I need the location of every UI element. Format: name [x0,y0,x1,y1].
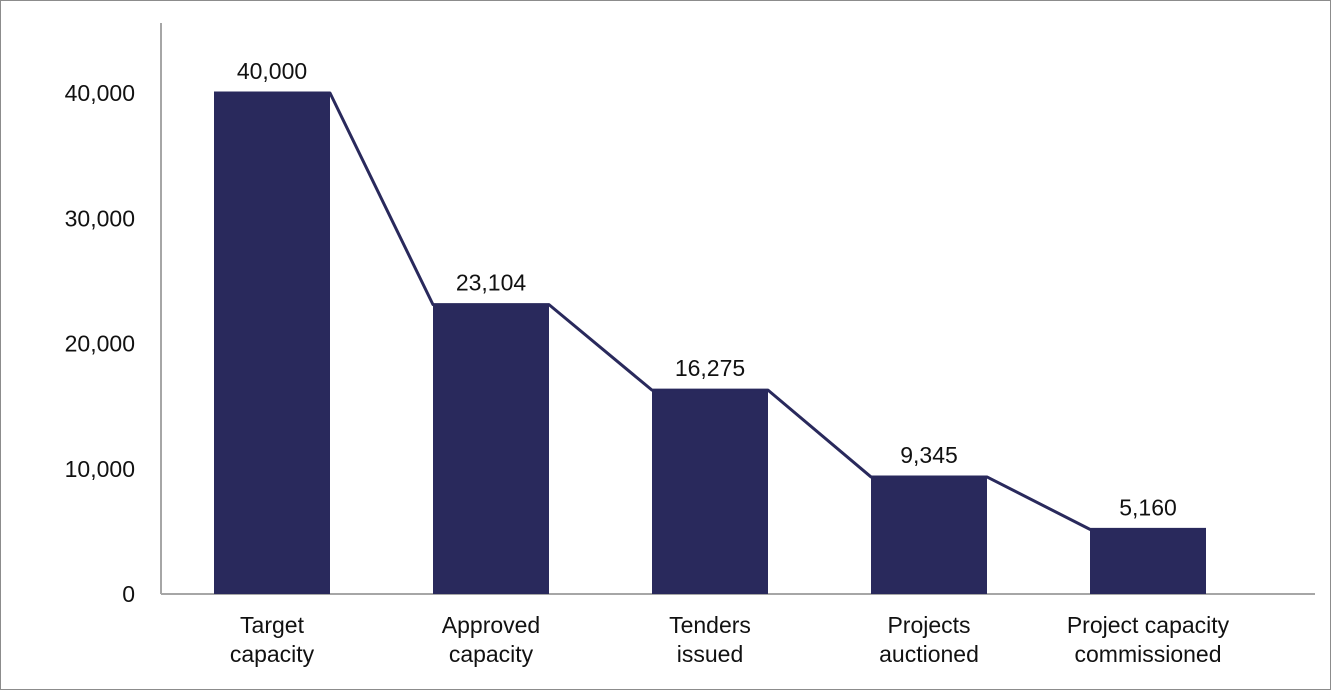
category-label: Tenders [669,612,751,638]
category-labels: Target capacity Approved capacity Tenders iss… [230,612,1230,667]
bar [1090,529,1206,594]
bar [433,304,549,594]
category-label: Projects [887,612,970,638]
category-label: Approved [442,612,540,638]
category-label: capacity [230,641,315,667]
y-tick-label: 30,000 [65,205,135,231]
category-label: commissioned [1075,641,1222,667]
y-tick-label: 40,000 [65,80,135,106]
category-label: Target [240,612,305,638]
category-label: auctioned [879,641,979,667]
bars [214,93,1206,594]
y-tick-label: 20,000 [65,331,135,357]
y-axis: 0 10,000 20,000 30,000 40,000 [65,23,162,607]
bar [214,93,330,594]
bar [871,476,987,594]
category-label: capacity [449,641,534,667]
data-label: 23,104 [456,270,527,296]
data-labels: 40,000 23,104 16,275 9,345 5,160 [237,58,1177,520]
bar [652,390,768,594]
data-label: 40,000 [237,58,307,84]
data-label: 16,275 [675,355,745,381]
category-label: Project capacity [1067,612,1230,638]
data-label: 5,160 [1119,494,1177,520]
data-label: 9,345 [900,442,958,468]
category-label: issued [677,641,743,667]
y-tick-label: 0 [122,581,135,607]
y-tick-label: 10,000 [65,456,135,482]
